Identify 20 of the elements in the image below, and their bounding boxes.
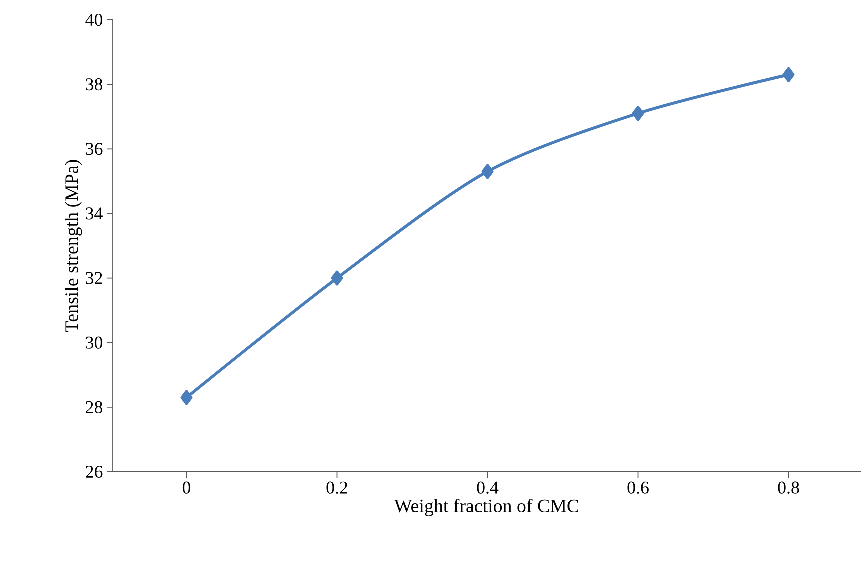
y-tick-label: 26 [86, 466, 103, 478]
x-tick-label: 0.6 [628, 482, 649, 494]
x-tick-label: 0.8 [778, 482, 800, 494]
y-tick-label: 36 [86, 143, 103, 156]
y-tick-label: 32 [86, 272, 102, 284]
y-axis-title: Tensile strength (MPa) [65, 160, 82, 332]
y-tick-label: 28 [86, 401, 103, 414]
x-tick-label: 0 [182, 482, 191, 494]
y-tick-label: 34 [86, 208, 103, 220]
x-axis-title: Weight fraction of CMC [394, 499, 579, 516]
point [482, 164, 494, 180]
x-tick-label: 0.2 [326, 482, 348, 494]
point [782, 67, 795, 82]
point [331, 270, 344, 286]
y-tick-label: 38 [86, 78, 103, 91]
y-tick-label: 30 [86, 336, 103, 349]
x-tick-label: 0.4 [477, 482, 499, 494]
point [180, 390, 193, 406]
point [632, 106, 644, 122]
y-tick-label: 40 [86, 14, 103, 26]
